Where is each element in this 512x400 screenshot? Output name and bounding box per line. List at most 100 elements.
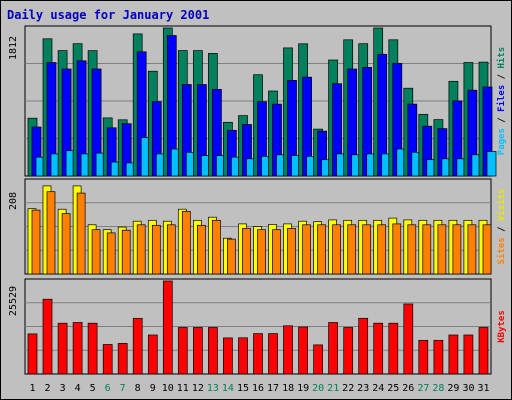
bar-sites-day-31: [482, 224, 492, 275]
legend-entry: Sites: [496, 237, 507, 264]
x-tick-label-day-26: 26: [402, 383, 414, 394]
bar-sites-day-9: [151, 224, 161, 275]
bar-kbytes-day-24: [373, 322, 384, 375]
bar-sites-day-23: [362, 224, 372, 275]
legend-entry: /: [497, 68, 507, 84]
legend-entry: KBytes: [497, 310, 507, 343]
bar-kbytes-day-28: [433, 339, 444, 375]
bar-sites-day-24: [377, 224, 387, 275]
x-tick-label-day-18: 18: [282, 383, 294, 394]
x-tick-label-day-29: 29: [447, 383, 459, 394]
legend-entry: /: [497, 112, 507, 128]
legend-kbytes: KBytes: [497, 310, 507, 343]
bar-kbytes-day-4: [72, 322, 83, 375]
x-tick-label-day-9: 9: [150, 383, 156, 394]
bar-kbytes-day-8: [132, 317, 143, 375]
x-tick-label-day-24: 24: [372, 383, 384, 394]
bar-sites-day-7: [121, 229, 131, 275]
bar-sites-day-29: [452, 224, 462, 275]
x-tick-label-day-8: 8: [135, 383, 141, 394]
bar-sites-day-20: [317, 224, 326, 275]
bar-sites-day-1: [31, 209, 41, 275]
bar-kbytes-day-6: [102, 344, 113, 375]
bar-sites-day-2: [46, 191, 56, 275]
bar-sites-day-11: [181, 211, 191, 275]
y-max-label-requests: 1812: [8, 36, 19, 60]
bar-sites-day-10: [166, 224, 176, 275]
x-tick-label-day-14: 14: [222, 383, 234, 394]
bar-kbytes-day-20: [313, 344, 323, 375]
legend-entry: Files: [496, 85, 507, 112]
bar-kbytes-day-3: [57, 322, 68, 375]
bar-sites-day-13: [212, 219, 221, 275]
bar-sites-day-8: [136, 224, 146, 275]
bar-pages-day-31: [486, 151, 497, 177]
x-tick-label-day-22: 22: [342, 383, 354, 394]
bar-kbytes-day-7: [117, 343, 128, 375]
bar-kbytes-day-17: [268, 333, 278, 375]
bar-kbytes-day-25: [388, 322, 399, 375]
bar-kbytes-day-2: [42, 298, 53, 375]
bar-sites-day-25: [392, 223, 402, 275]
legend-entry: Hits: [496, 47, 507, 69]
bar-sites-day-28: [437, 224, 447, 275]
bar-kbytes-day-19: [298, 326, 308, 375]
bar-kbytes-day-29: [448, 334, 459, 375]
bar-sites-day-12: [197, 224, 206, 275]
x-tick-label-day-3: 3: [60, 383, 66, 394]
x-tick-label-day-25: 25: [387, 383, 399, 394]
bar-kbytes-day-27: [418, 339, 429, 375]
bar-sites-day-26: [407, 224, 417, 275]
bar-sites-day-30: [467, 224, 477, 275]
y-max-label-kbytes: 25529: [8, 286, 19, 316]
legend-requests: Pages / Files / Hits: [496, 47, 507, 155]
legend-entry: Visits: [496, 189, 507, 222]
bar-sites-day-21: [332, 224, 341, 275]
bar-sites-day-22: [347, 224, 357, 275]
bar-sites-day-27: [422, 224, 432, 275]
x-tick-label-day-30: 30: [462, 383, 474, 394]
bar-sites-day-3: [61, 213, 71, 275]
bar-kbytes-day-26: [403, 303, 414, 375]
bar-kbytes-day-21: [328, 322, 338, 375]
bar-sites-day-18: [287, 228, 296, 275]
legend-entry: Pages: [497, 128, 507, 155]
x-tick-label-day-2: 2: [44, 383, 50, 394]
x-tick-label-day-7: 7: [120, 383, 126, 394]
legend-visitors: Sites / Visits: [496, 189, 507, 265]
bar-sites-day-17: [272, 229, 281, 275]
x-tick-label-day-20: 20: [312, 383, 324, 394]
x-tick-label-day-10: 10: [162, 383, 174, 394]
bar-kbytes-day-14: [223, 337, 233, 375]
bar-kbytes-day-22: [343, 327, 354, 375]
x-tick-label-day-21: 21: [327, 383, 339, 394]
x-tick-label-day-4: 4: [75, 383, 81, 394]
bar-sites-day-15: [242, 228, 251, 275]
chart-title: Daily usage for January 2001: [7, 8, 210, 22]
bar-kbytes-day-1: [27, 333, 38, 375]
x-tick-label-day-1: 1: [29, 383, 35, 394]
bar-kbytes-day-16: [253, 333, 263, 375]
bar-sites-day-5: [91, 229, 101, 275]
bar-sites-day-19: [302, 224, 311, 275]
bar-kbytes-day-11: [177, 327, 188, 375]
x-tick-label-day-23: 23: [357, 383, 369, 394]
bar-kbytes-day-9: [147, 334, 158, 375]
x-tick-label-day-17: 17: [267, 383, 279, 394]
bar-kbytes-day-5: [87, 322, 98, 375]
bar-kbytes-day-15: [238, 337, 248, 375]
bar-kbytes-day-23: [358, 317, 369, 375]
bar-kbytes-day-10: [162, 280, 173, 375]
x-tick-label-day-5: 5: [90, 383, 96, 394]
bar-kbytes-day-30: [463, 334, 474, 375]
legend-entry: /: [497, 221, 507, 237]
x-tick-label-day-12: 12: [192, 383, 204, 394]
x-tick-label-day-13: 13: [207, 383, 219, 394]
bar-kbytes-day-12: [193, 327, 203, 375]
x-tick-label-day-11: 11: [177, 383, 189, 394]
x-tick-label-day-19: 19: [297, 383, 309, 394]
x-tick-label-day-27: 27: [417, 383, 429, 394]
bar-sites-day-4: [76, 192, 86, 275]
bar-sites-day-16: [257, 229, 266, 275]
